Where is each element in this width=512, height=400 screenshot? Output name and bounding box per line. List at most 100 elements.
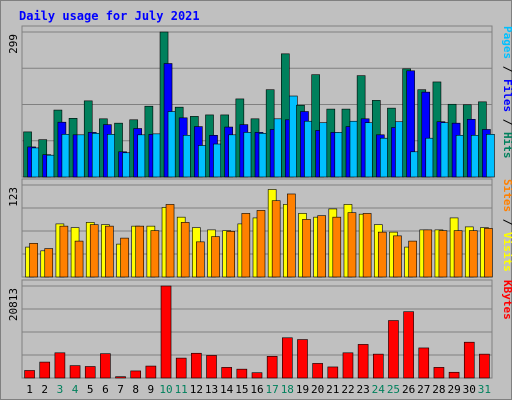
- bar-kbytes-day-24: [372, 353, 384, 379]
- bar-pages-day-21: [334, 132, 344, 178]
- bar-kbytes-day-31: [479, 353, 490, 379]
- bar-kbytes-day-5: [84, 366, 96, 379]
- bar-kbytes-day-9: [145, 365, 157, 379]
- bar-kbytes-day-17: [266, 356, 278, 379]
- bar-sites-day-21: [332, 216, 342, 278]
- bar-kbytes-day-1: [24, 370, 35, 379]
- bar-sites-day-16: [256, 210, 266, 278]
- legend-entry-hits: Hits: [501, 132, 512, 159]
- x-tick-label-day-4: 4: [72, 383, 79, 396]
- bar-sites-day-10: [165, 204, 175, 278]
- legend-group-3: KBytes: [501, 280, 512, 320]
- bar-sites-day-30: [468, 230, 478, 278]
- bar-sites-day-6: [105, 225, 114, 278]
- bar-pages-day-17: [273, 118, 283, 178]
- x-tick-label-day-23: 23: [357, 383, 370, 396]
- x-tick-label-day-8: 8: [132, 383, 139, 396]
- bar-sites-day-29: [453, 230, 463, 278]
- x-tick-label-day-29: 29: [447, 383, 460, 396]
- x-tick-label-day-28: 28: [432, 383, 445, 396]
- bar-pages-day-3: [61, 134, 71, 178]
- legend-entry-sites: Sites: [501, 179, 512, 212]
- x-tick-label-day-19: 19: [296, 383, 309, 396]
- bar-pages-day-5: [91, 133, 101, 178]
- x-tick-label-day-24: 24: [372, 383, 386, 396]
- bar-kbytes-day-18: [282, 337, 293, 379]
- bar-pages-day-19: [304, 120, 313, 178]
- bar-kbytes-day-28: [433, 367, 445, 379]
- bar-kbytes-day-12: [191, 352, 202, 379]
- bar-pages-day-14: [228, 134, 237, 178]
- bar-sites-day-22: [347, 212, 357, 278]
- chart-title: Daily usage for July 2021: [19, 9, 200, 23]
- x-tick-label-day-16: 16: [250, 383, 263, 396]
- x-tick-label-day-1: 1: [26, 383, 33, 396]
- bar-pages-day-11: [182, 134, 192, 178]
- bar-sites-day-18: [287, 193, 296, 278]
- bar-sites-day-3: [59, 225, 69, 278]
- bar-sites-day-8: [135, 225, 145, 278]
- x-tick-label-day-22: 22: [341, 383, 354, 396]
- x-tick-label-day-15: 15: [235, 383, 248, 396]
- bar-kbytes-day-10: [160, 285, 172, 379]
- x-tick-label-day-20: 20: [311, 383, 324, 396]
- bar-pages-day-25: [395, 121, 404, 178]
- bar-pages-day-10: [167, 111, 177, 178]
- x-tick-label-day-5: 5: [87, 383, 94, 396]
- bar-sites-day-11: [180, 222, 190, 278]
- bar-sites-day-14: [226, 231, 235, 278]
- x-tick-label-day-30: 30: [463, 383, 476, 396]
- bar-kbytes-day-7: [115, 376, 126, 379]
- bar-kbytes-day-8: [130, 370, 142, 379]
- legend-entry-visits: Visits: [501, 232, 512, 272]
- bar-pages-day-31: [486, 134, 495, 178]
- bar-sites-day-23: [362, 213, 372, 278]
- bar-kbytes-day-21: [327, 366, 339, 379]
- bar-sites-day-27: [423, 229, 433, 278]
- bar-kbytes-day-13: [206, 355, 217, 379]
- bar-pages-day-24: [379, 137, 389, 178]
- bar-kbytes-day-6: [100, 353, 111, 379]
- bar-pages-day-9: [152, 133, 162, 178]
- bar-sites-day-12: [196, 241, 205, 278]
- panel-3: 20813: [7, 279, 493, 379]
- x-tick-label-day-14: 14: [220, 383, 234, 396]
- bar-kbytes-day-30: [463, 341, 475, 379]
- bar-sites-day-2: [44, 248, 54, 278]
- bar-sites-day-28: [438, 230, 448, 278]
- bar-pages-day-30: [470, 134, 480, 178]
- x-tick-label-day-6: 6: [102, 383, 109, 396]
- bar-sites-day-1: [29, 243, 38, 278]
- bar-kbytes-day-19: [297, 339, 308, 379]
- bar-pages-day-20: [319, 122, 328, 178]
- bar-pages-day-8: [137, 134, 147, 178]
- bar-pages-day-23: [364, 122, 374, 178]
- legend-group-1: Pages / Files / Hits: [501, 26, 512, 159]
- bar-pages-day-12: [198, 145, 207, 178]
- panel-max-label: 299: [7, 34, 20, 54]
- legend-group-2: Sites / Visits: [501, 179, 512, 272]
- bar-sites-day-7: [120, 237, 129, 278]
- x-tick-label-day-21: 21: [326, 383, 339, 396]
- x-tick-label-day-17: 17: [266, 383, 279, 396]
- bar-kbytes-day-29: [448, 371, 460, 379]
- bar-kbytes-day-11: [175, 357, 187, 379]
- x-tick-label-day-31: 31: [478, 383, 491, 396]
- bar-kbytes-day-15: [236, 368, 248, 379]
- bar-pages-day-2: [46, 154, 56, 178]
- bar-pages-day-26: [410, 151, 419, 178]
- bar-kbytes-day-3: [54, 352, 66, 379]
- x-tick-label-day-13: 13: [205, 383, 218, 396]
- bar-sites-day-20: [317, 215, 326, 278]
- bar-sites-day-9: [150, 230, 160, 278]
- bar-sites-day-24: [377, 231, 387, 278]
- bar-pages-day-16: [258, 133, 268, 178]
- bar-sites-day-5: [89, 224, 99, 278]
- bar-pages-day-7: [122, 152, 131, 178]
- bar-kbytes-day-23: [357, 344, 369, 379]
- x-tick-label-day-12: 12: [190, 383, 203, 396]
- panel-2: 123: [7, 178, 493, 278]
- bar-kbytes-day-14: [221, 367, 232, 379]
- bar-sites-day-13: [211, 236, 220, 278]
